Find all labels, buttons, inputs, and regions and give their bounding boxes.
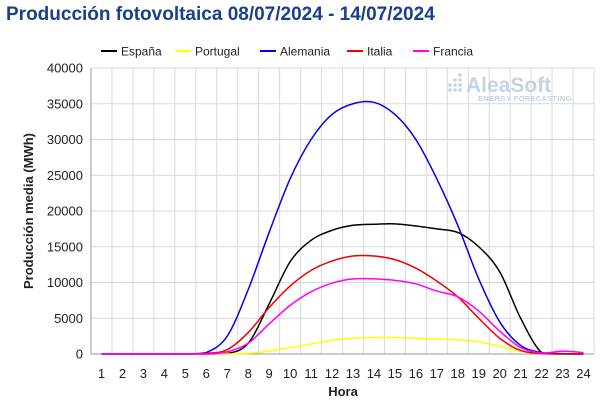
legend-label: Portugal [195, 45, 240, 59]
x-tick-label: 22 [534, 366, 548, 381]
y-tick-label: 40000 [47, 61, 83, 76]
legend: España Portugal Alemania Italia Francia [101, 45, 473, 59]
watermark-tagline: ENERGY FORECASTING [478, 94, 572, 103]
x-tick-label: 16 [409, 366, 423, 381]
chart-title: Producción fotovoltaica 08/07/2024 - 14/… [6, 4, 435, 25]
legend-label: Alemania [280, 45, 330, 59]
legend-item-espana: España [101, 45, 162, 59]
x-tick-label: 12 [325, 366, 339, 381]
x-tick-label: 9 [266, 366, 273, 381]
gridlines [90, 67, 595, 354]
legend-label: Italia [367, 45, 393, 59]
x-tick-label: 21 [513, 366, 527, 381]
legend-item-portugal: Portugal [175, 45, 240, 59]
x-tick-label: 18 [451, 366, 465, 381]
legend-item-francia: Francia [413, 45, 473, 59]
x-tick-label: 6 [203, 366, 210, 381]
y-tick-label: 30000 [47, 132, 83, 147]
x-tick-label: 5 [182, 366, 189, 381]
y-axis-title: Producción media (MWh) [21, 133, 36, 289]
x-tick-label: 24 [576, 366, 590, 381]
x-tick-label: 4 [161, 366, 168, 381]
legend-label: España [121, 45, 162, 59]
watermark: AleaSoft ENERGY FORECASTING [448, 73, 571, 103]
x-tick-label: 8 [245, 366, 252, 381]
legend-item-italia: Italia [347, 45, 393, 59]
x-tick-label: 10 [283, 366, 297, 381]
y-tick-label: 25000 [47, 168, 83, 183]
x-tick-label: 11 [304, 366, 318, 381]
x-tick-label: 23 [555, 366, 569, 381]
series-lines [101, 100, 584, 355]
watermark-brand: AleaSoft [466, 74, 551, 97]
legend-item-alemania: Alemania [260, 45, 330, 59]
x-tick-label: 15 [388, 366, 402, 381]
x-tick-label: 2 [119, 366, 126, 381]
x-tick-label: 3 [140, 366, 147, 381]
x-tick-label: 17 [430, 366, 444, 381]
x-tick-label: 13 [346, 366, 360, 381]
y-tick-labels: 0 5000 10000 15000 20000 25000 30000 35000 40000 [47, 61, 83, 362]
x-axis-title: Hora [328, 384, 358, 399]
aleasoft-logo-icon [448, 73, 462, 92]
y-tick-label: 35000 [47, 96, 83, 111]
x-tick-label: 14 [367, 366, 381, 381]
x-tick-label: 1 [98, 366, 105, 381]
x-tick-labels: 1 2 3 4 5 6 7 8 9 10 11 12 13 14 15 16 17 18 19 20 21 22 23 24 [98, 366, 591, 381]
x-tick-label: 20 [492, 366, 506, 381]
y-tick-label: 10000 [47, 275, 83, 290]
series-line-francia [101, 277, 584, 355]
x-tick-label: 7 [224, 366, 231, 381]
y-tick-label: 5000 [54, 311, 83, 326]
y-tick-label: 15000 [47, 239, 83, 254]
y-tick-label: 0 [76, 347, 83, 362]
x-tick-label: 19 [471, 366, 485, 381]
y-tick-label: 20000 [47, 204, 83, 219]
legend-label: Francia [433, 45, 473, 59]
